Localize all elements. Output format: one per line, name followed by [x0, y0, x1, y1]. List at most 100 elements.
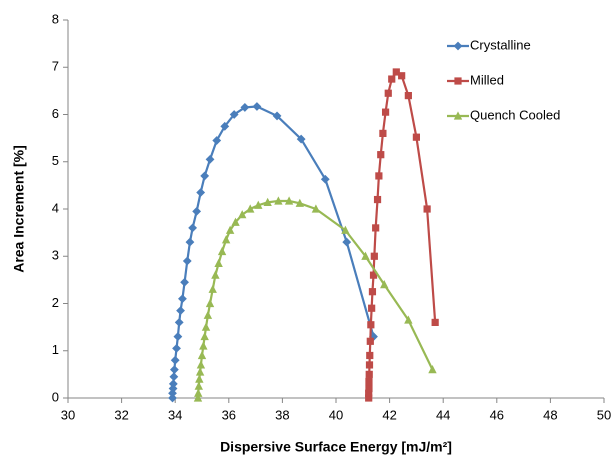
- legend-label: Crystalline: [470, 37, 531, 52]
- marker: [366, 351, 374, 360]
- marker: [365, 384, 373, 393]
- marker: [169, 372, 179, 382]
- y-tick-label: 1: [52, 342, 59, 357]
- y-axis-title: Area Increment [%]: [11, 145, 27, 273]
- marker: [205, 298, 215, 308]
- marker: [372, 224, 380, 232]
- marker: [240, 103, 250, 112]
- legend-label: Milled: [470, 72, 504, 87]
- marker: [203, 310, 213, 319]
- marker: [272, 111, 282, 121]
- marker: [172, 343, 181, 353]
- marker: [398, 72, 406, 80]
- marker: [182, 256, 192, 266]
- marker: [423, 205, 431, 213]
- marker: [454, 77, 462, 85]
- marker: [254, 200, 263, 209]
- marker: [231, 217, 240, 226]
- marker: [252, 102, 262, 111]
- marker: [170, 355, 180, 365]
- marker: [373, 195, 382, 204]
- y-tick-label: 7: [52, 59, 59, 74]
- marker: [168, 393, 177, 403]
- marker: [431, 318, 439, 326]
- marker: [174, 318, 184, 327]
- marker: [238, 210, 247, 219]
- marker: [311, 204, 321, 213]
- marker: [375, 172, 383, 180]
- marker: [453, 111, 463, 120]
- marker: [205, 154, 215, 164]
- x-tick-label: 44: [436, 407, 450, 422]
- marker: [188, 223, 198, 233]
- x-tick-label: 48: [543, 407, 557, 422]
- y-tick-label: 4: [52, 200, 59, 215]
- marker: [365, 361, 374, 369]
- x-tick-label: 32: [114, 407, 128, 422]
- marker: [361, 251, 370, 260]
- marker: [221, 235, 231, 244]
- x-tick-label: 36: [222, 407, 236, 422]
- marker: [295, 198, 305, 207]
- marker: [365, 370, 373, 378]
- marker: [176, 306, 185, 315]
- marker: [341, 225, 350, 234]
- marker: [274, 196, 283, 205]
- marker: [208, 284, 217, 293]
- marker: [370, 252, 378, 260]
- marker: [320, 174, 330, 184]
- marker: [404, 92, 412, 100]
- marker: [296, 134, 306, 144]
- marker: [368, 304, 376, 312]
- marker: [388, 75, 396, 83]
- x-tick-label: 40: [329, 407, 343, 422]
- marker: [453, 41, 463, 51]
- marker: [365, 377, 373, 386]
- marker: [404, 315, 413, 324]
- marker: [225, 225, 235, 234]
- marker: [246, 204, 255, 213]
- marker: [194, 388, 203, 397]
- marker: [220, 121, 230, 131]
- x-tick-label: 34: [168, 407, 182, 422]
- x-tick-label: 50: [597, 407, 611, 422]
- y-tick-label: 6: [52, 106, 59, 121]
- marker: [428, 365, 437, 374]
- marker: [412, 133, 420, 141]
- marker: [380, 280, 389, 289]
- marker: [367, 321, 375, 329]
- x-axis-title: Dispersive Surface Energy [mJ/m²]: [220, 439, 452, 455]
- x-tick-label: 42: [382, 407, 396, 422]
- marker: [168, 379, 178, 389]
- marker: [200, 331, 209, 341]
- marker: [201, 322, 211, 331]
- marker: [185, 237, 195, 247]
- marker: [194, 381, 203, 390]
- marker: [214, 258, 223, 267]
- marker: [379, 129, 387, 137]
- y-tick-label: 8: [52, 11, 59, 26]
- marker: [365, 389, 373, 397]
- marker: [284, 196, 294, 205]
- x-tick-label: 38: [275, 407, 289, 422]
- marker: [178, 294, 187, 304]
- marker: [366, 337, 374, 345]
- marker: [196, 360, 206, 369]
- y-tick-label: 0: [52, 389, 59, 404]
- marker: [180, 277, 189, 287]
- marker: [173, 332, 183, 341]
- x-tick-label: 30: [61, 407, 75, 422]
- marker: [212, 136, 222, 145]
- x-tick-label: 46: [490, 407, 504, 422]
- marker: [342, 237, 352, 247]
- marker: [195, 367, 205, 376]
- marker: [192, 206, 202, 216]
- marker: [392, 68, 400, 76]
- marker: [381, 108, 390, 116]
- marker: [384, 89, 392, 97]
- marker: [211, 270, 220, 279]
- marker: [169, 365, 179, 375]
- marker: [196, 188, 206, 197]
- marker: [193, 393, 203, 402]
